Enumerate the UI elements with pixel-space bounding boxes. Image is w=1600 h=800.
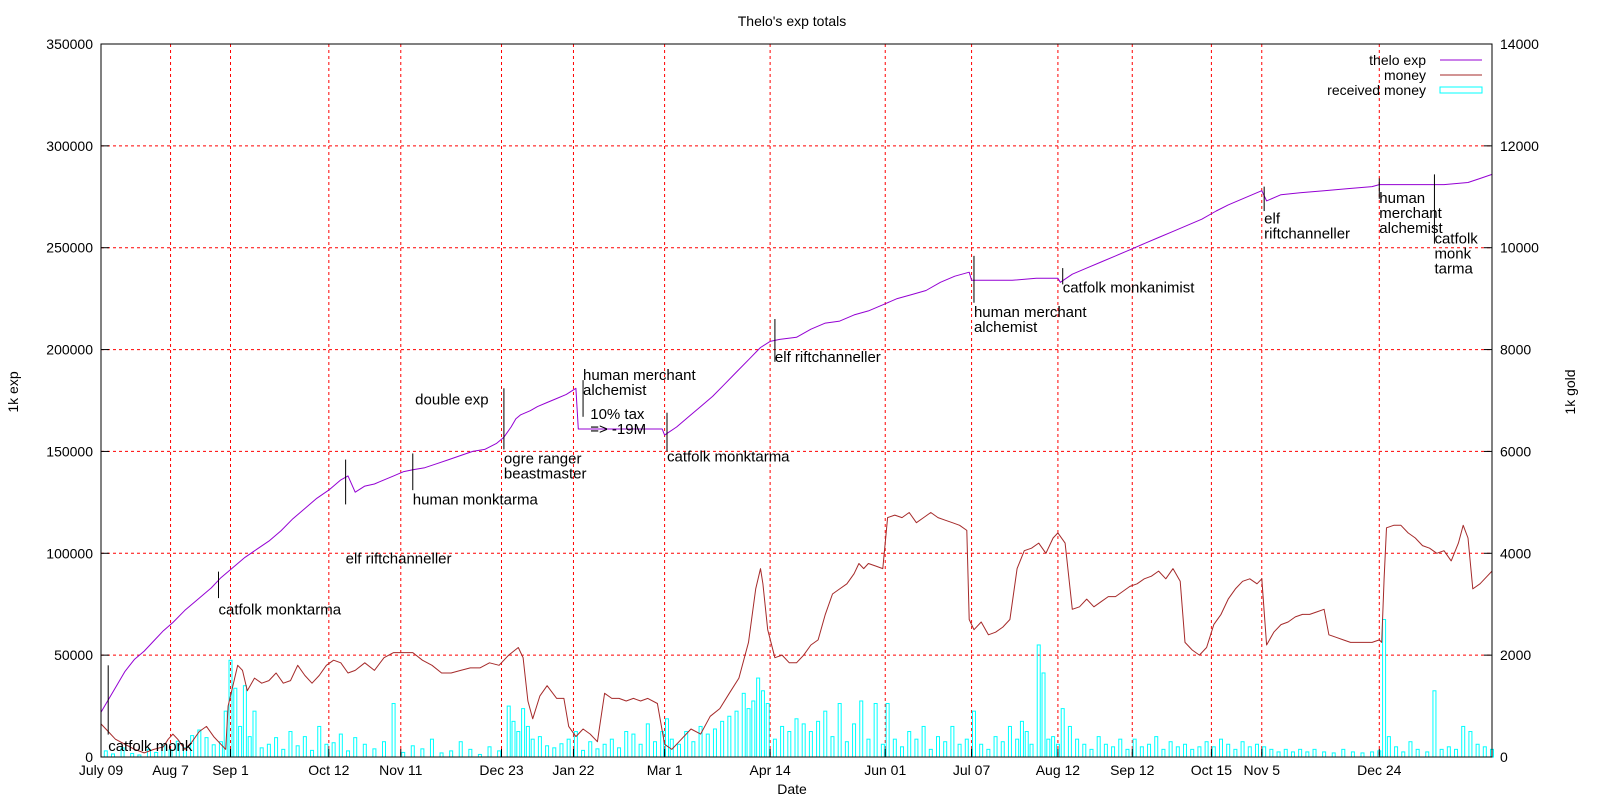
annotation-line: ogre ranger: [504, 451, 582, 468]
annotation-line: elf riftchanneller: [775, 349, 881, 366]
annotation-line: double exp: [415, 392, 488, 409]
grid: [101, 44, 1492, 757]
x-tick-label: Mar 1: [647, 762, 683, 778]
x-tick-label: Jul 07: [953, 762, 991, 778]
annotation-line: elf: [1264, 210, 1281, 227]
x-tick-label: Jun 01: [864, 762, 906, 778]
annotation: catfolk monkanimist: [1063, 280, 1196, 297]
annotation-line: => -19M: [590, 421, 646, 438]
annotation-line: human merchant: [974, 304, 1087, 321]
annotation-line: human merchant: [583, 367, 696, 384]
annotation: catfolk monk tarma: [1434, 231, 1478, 278]
annotation: double exp: [415, 392, 488, 409]
x-tick-label: Oct 12: [308, 762, 349, 778]
annotation: elf riftchanneller: [346, 550, 452, 567]
y-tick-label: 100000: [46, 545, 93, 561]
x-tick-label: Nov 11: [379, 762, 423, 778]
y-tick-label: 350000: [46, 36, 93, 52]
x-tick-label: Sep 1: [212, 762, 249, 778]
x-tick-label: Oct 15: [1191, 762, 1232, 778]
y2-tick-label: 2000: [1500, 647, 1531, 663]
annotation-line: riftchanneller: [1264, 225, 1350, 242]
annotation: human merchant alchemist: [583, 367, 696, 399]
annotation-line: catfolk: [1434, 231, 1478, 248]
annotation-line: catfolk monktarma: [219, 601, 342, 618]
y-tick-label: 250000: [46, 240, 93, 256]
annotation-line: human: [1379, 190, 1425, 207]
annotation-line: merchant: [1379, 205, 1442, 222]
y2-tick-label: 14000: [1500, 36, 1539, 52]
legend-label: money: [1384, 67, 1426, 83]
annotation-line: 10% tax: [590, 406, 645, 423]
annotation: ogre ranger beastmaster: [504, 451, 587, 483]
y2-tick-label: 8000: [1500, 342, 1531, 358]
chart-title: Thelo's exp totals: [738, 13, 847, 29]
annotation: elf riftchanneller: [775, 349, 881, 366]
annotation-line: catfolk monkanimist: [1063, 280, 1196, 297]
x-tick-label: Aug 7: [152, 762, 189, 778]
x-axis-title: Date: [777, 781, 807, 797]
y2-tick-label: 0: [1500, 749, 1508, 765]
y-axis-title: 1k exp: [5, 371, 21, 412]
y2-tick-label: 12000: [1500, 138, 1539, 154]
annotation-line: elf riftchanneller: [346, 550, 452, 567]
annotation: 10% tax => -19M: [590, 406, 646, 438]
plot-frame: [100, 43, 1493, 758]
annotation: human merchant alchemist: [974, 304, 1087, 336]
annotation: catfolk monktarma: [667, 449, 790, 466]
annotation-line: beastmaster: [504, 466, 587, 483]
annotation-line: monk: [1434, 246, 1471, 263]
legend-label: thelo exp: [1369, 52, 1426, 68]
x-tick-label: Dec 24: [1357, 762, 1402, 778]
legend-swatch: [1439, 86, 1483, 94]
y2-axis-title: 1k gold: [1562, 369, 1578, 414]
annotation-line: alchemist: [974, 319, 1038, 336]
annotation-line: alchemist: [583, 382, 647, 399]
annotation: catfolk monk: [108, 738, 193, 755]
series-money: [100, 512, 1493, 754]
y2-tick-label: 6000: [1500, 443, 1531, 459]
y-tick-label: 0: [85, 749, 93, 765]
annotation-line: catfolk monktarma: [667, 449, 790, 466]
x-tick-label: Apr 14: [749, 762, 790, 778]
annotation-line: human monktarma: [413, 491, 539, 508]
y2-tick-label: 10000: [1500, 240, 1539, 256]
x-tick-label: Dec 23: [479, 762, 524, 778]
axis-layer: 0500001000001500002000002500003000003500…: [46, 36, 1539, 778]
x-tick-label: July 09: [79, 762, 124, 778]
annotation-line: tarma: [1434, 261, 1473, 278]
annotation-line: alchemist: [1379, 220, 1443, 237]
x-tick-label: Nov 5: [1243, 762, 1280, 778]
y-tick-label: 300000: [46, 138, 93, 154]
annotation: elf riftchanneller: [1264, 210, 1350, 242]
x-tick-label: Jan 22: [552, 762, 594, 778]
legend-label: received money: [1327, 82, 1426, 98]
y2-tick-label: 4000: [1500, 545, 1531, 561]
x-tick-label: Sep 12: [1110, 762, 1155, 778]
series-thelo-exp: [100, 173, 1493, 713]
x-tick-label: Aug 12: [1036, 762, 1081, 778]
y-tick-label: 200000: [46, 342, 93, 358]
y-tick-label: 150000: [46, 443, 93, 459]
annotation: catfolk monktarma: [219, 601, 342, 618]
annotation: human merchant alchemist: [1379, 190, 1443, 237]
annotation-line: catfolk monk: [108, 738, 193, 755]
annotation: human monktarma: [413, 491, 539, 508]
y-tick-label: 50000: [54, 647, 93, 663]
